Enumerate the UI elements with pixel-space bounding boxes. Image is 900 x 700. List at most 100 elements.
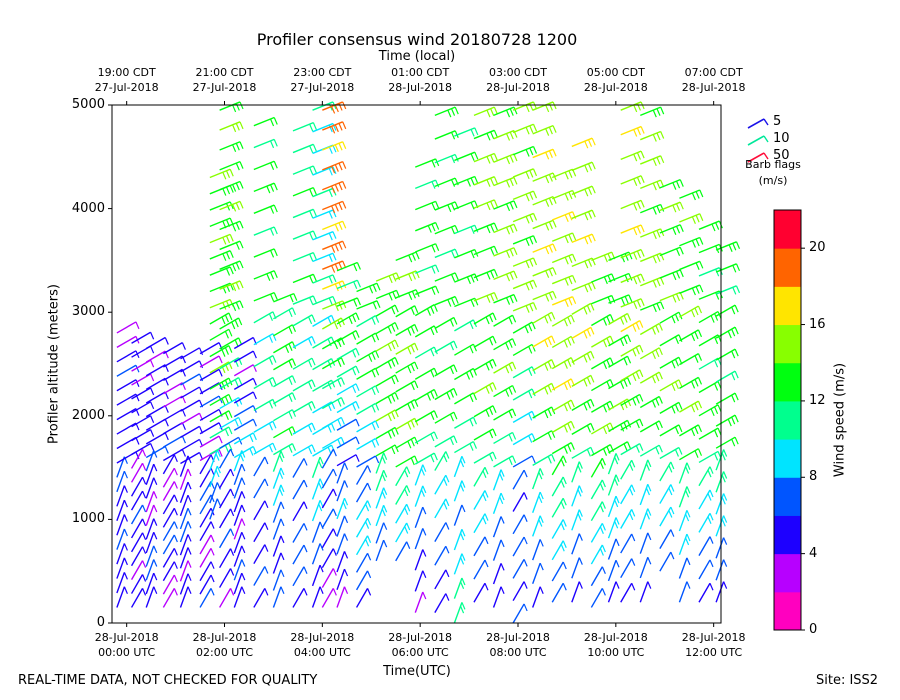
barb-feather	[235, 282, 240, 290]
wind-barb	[493, 431, 517, 445]
barb-shaft	[145, 405, 166, 418]
barb-feather	[731, 372, 736, 381]
wind-barb	[659, 269, 684, 281]
barb-feather	[631, 459, 636, 468]
barb-feather	[590, 351, 595, 359]
barb-feather	[590, 327, 595, 335]
barb-feather	[367, 500, 372, 508]
wind-barb	[311, 521, 324, 543]
barb-feather	[668, 487, 673, 496]
barb-shaft	[698, 357, 719, 370]
barb-feather	[394, 392, 399, 400]
wind-barb	[130, 560, 147, 581]
barb-feather	[422, 570, 427, 578]
barb-feather	[508, 434, 513, 442]
barb-feather	[505, 342, 510, 350]
barb-shaft	[571, 557, 580, 579]
barb-shaft	[336, 551, 346, 573]
barb-shaft	[698, 380, 719, 394]
barb-feather	[636, 250, 641, 259]
barb-shaft	[233, 463, 243, 486]
barb-feather	[410, 438, 415, 447]
barb-feather	[269, 162, 275, 171]
barb-shaft	[453, 480, 463, 502]
legend-feather	[763, 152, 769, 160]
barb-shaft	[607, 538, 617, 560]
barb-feather	[709, 536, 714, 544]
barb-feather	[181, 409, 186, 417]
legend-barb-10	[747, 135, 769, 146]
wind-barb	[639, 557, 652, 579]
barb-feather	[672, 227, 677, 235]
barb-shaft	[253, 588, 266, 608]
barb-feather	[371, 387, 376, 396]
barb-feather	[639, 443, 644, 451]
wind-barb	[698, 427, 722, 440]
barb-feather	[691, 216, 696, 224]
barb-feather	[454, 296, 459, 304]
barb-shaft	[233, 350, 254, 363]
barb-feather	[235, 242, 240, 250]
wind-barb	[130, 574, 147, 594]
barb-feather	[280, 450, 285, 459]
barb-feather	[353, 263, 358, 272]
barb-feather	[338, 302, 343, 310]
barb-feather	[235, 142, 240, 151]
barb-feather	[602, 361, 608, 370]
barb-feather	[142, 532, 147, 541]
barb-feather	[273, 139, 278, 147]
barb-shaft	[116, 470, 126, 493]
barb-feather	[493, 130, 498, 138]
barb-feather	[609, 335, 614, 344]
barb-feather	[697, 377, 703, 385]
barb-feather	[583, 331, 588, 339]
barb-feather	[587, 163, 593, 171]
colorbar-band	[774, 515, 801, 555]
barb-feather	[586, 305, 591, 313]
barb-feather	[709, 466, 714, 474]
wind-barb	[180, 347, 204, 360]
barb-shaft	[639, 395, 660, 409]
wind-barb	[659, 401, 683, 414]
top-tick-label-date: 28-Jul-2018	[583, 81, 648, 94]
barb-feather	[387, 343, 392, 352]
wind-barb	[512, 123, 538, 135]
barb-feather	[446, 392, 451, 400]
wind-barb	[336, 418, 360, 431]
barb-feather	[422, 485, 427, 494]
barb-feather	[694, 307, 699, 316]
wind-barb	[620, 320, 644, 333]
barb-shaft	[698, 512, 711, 533]
barb-feather	[327, 425, 332, 433]
wind-barb	[512, 301, 538, 313]
barb-feather	[332, 144, 337, 153]
wind-barb	[253, 478, 269, 499]
barb-feather	[563, 318, 568, 327]
barb-feather	[142, 574, 147, 582]
barb-feather	[632, 373, 637, 382]
barb-feather	[562, 476, 567, 485]
barb-feather	[709, 582, 714, 591]
barb-feather	[686, 486, 691, 494]
barb-shaft	[131, 415, 151, 428]
barb-feather	[490, 177, 495, 186]
barb-feather	[660, 131, 665, 139]
barb-feather	[394, 374, 399, 383]
barb-shaft	[571, 374, 592, 387]
barb-feather	[337, 379, 342, 387]
wind-barb	[292, 523, 308, 543]
barb-feather	[486, 225, 491, 234]
barb-shaft	[199, 422, 220, 435]
barb-feather	[658, 371, 663, 380]
barb-shaft	[273, 358, 293, 371]
barb-shaft	[253, 442, 274, 455]
barb-shaft	[233, 336, 254, 350]
barb-feather	[544, 363, 549, 371]
barb-feather	[652, 182, 657, 191]
barb-feather	[560, 459, 565, 467]
barb-feather	[153, 572, 158, 581]
barb-feather	[280, 467, 285, 476]
wind-barb	[395, 541, 411, 562]
wind-barb	[473, 245, 498, 256]
barb-shaft	[414, 304, 435, 317]
